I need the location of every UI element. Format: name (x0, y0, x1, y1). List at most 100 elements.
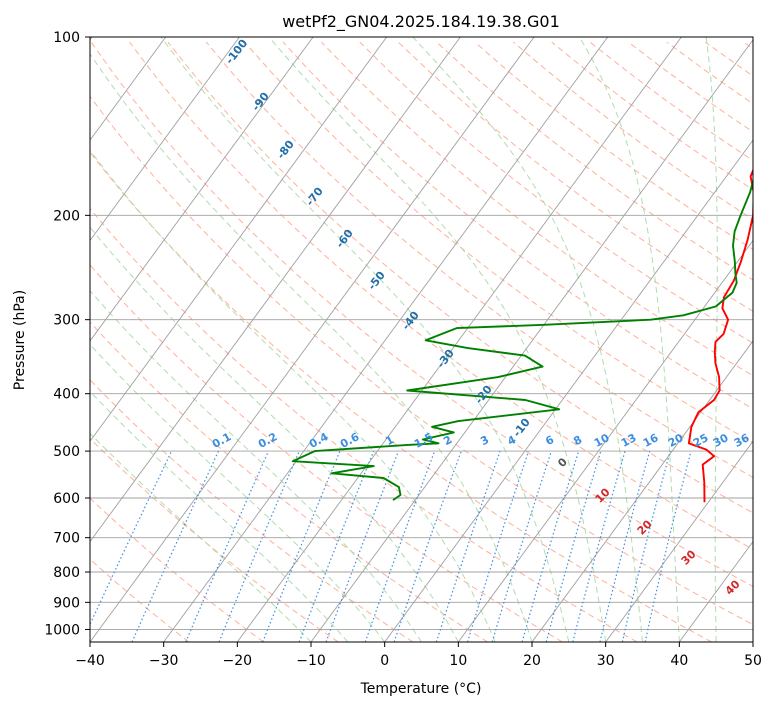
y-tick-label: 1000 (44, 622, 80, 638)
dry-adiabat (321, 41, 753, 377)
dry-adiabat (90, 264, 563, 642)
isotherm-label: -100 (223, 37, 250, 67)
x-tick-label: −20 (223, 653, 253, 669)
y-axis-label: Pressure (hPa) (12, 290, 28, 390)
x-tick-label: 40 (670, 653, 688, 669)
isotherm-line (384, 139, 753, 642)
theta-e-label: 0 (555, 455, 570, 470)
dry-adiabat (167, 41, 753, 514)
moist-adiabat (90, 390, 349, 642)
moist-adiabat (268, 37, 607, 642)
moist-adiabat (705, 37, 718, 642)
y-tick-label: 500 (53, 444, 80, 460)
mixing-ratio-label: 20 (666, 431, 686, 450)
x-tick-label: −40 (75, 653, 105, 669)
dry-adiabat (244, 41, 753, 444)
theta-e-label: 40 (723, 577, 743, 597)
isotherm-line (90, 37, 314, 342)
isotherm-label: -60 (333, 227, 356, 251)
dry-adiabat (90, 41, 753, 587)
mixing-ratio-line (262, 450, 341, 642)
theta-e-label: 30 (679, 547, 699, 567)
y-tick-label: 100 (53, 30, 80, 46)
dry-adiabat (397, 41, 753, 312)
moist-adiabat (90, 226, 459, 642)
mixing-ratio-label: 10 (592, 431, 612, 450)
mixing-ratio-line (185, 450, 270, 642)
moist-adiabat (578, 37, 680, 642)
x-tick-label: −30 (149, 653, 179, 669)
mixing-ratio-line (393, 450, 462, 642)
isotherm-label: -80 (274, 138, 297, 162)
dewpoint-line (291, 177, 753, 501)
moist-adiabat (90, 432, 312, 642)
y-tick-label: 400 (53, 387, 80, 403)
mixing-ratio-label: 0.2 (256, 430, 279, 451)
dry-adiabat (589, 41, 753, 162)
mixing-ratio-label: 13 (619, 431, 639, 450)
mixing-ratio-line (298, 450, 375, 642)
y-tick-label: 700 (53, 531, 80, 547)
isotherm-line (163, 37, 609, 642)
mixing-ratio-line (325, 450, 400, 642)
mixing-ratio-label: 8 (571, 433, 584, 448)
dry-adiabat (359, 41, 753, 344)
moist-adiabat (90, 290, 422, 642)
isotherm-line (531, 340, 753, 642)
mixing-ratio-line (435, 450, 501, 642)
dry-adiabat (90, 379, 414, 642)
chart-title: wetPf2_GN04.2025.184.19.38.G01 (282, 12, 560, 32)
mixing-ratio-line (466, 450, 530, 642)
x-tick-label: 10 (449, 653, 467, 669)
mixing-ratio-label: 36 (732, 431, 752, 450)
isotherm-label: -40 (399, 309, 422, 333)
x-tick-label: 0 (380, 653, 389, 669)
moist-adiabat (160, 37, 570, 642)
isotherm-label: -20 (472, 383, 495, 407)
temperature-line (687, 167, 753, 503)
mixing-ratio-label: 30 (711, 431, 731, 450)
mixing-ratio-line (90, 450, 173, 626)
y-tick-label: 600 (53, 491, 80, 507)
y-tick-label: 300 (53, 313, 80, 329)
mixing-ratio-label: 2 (441, 433, 454, 448)
isotherm-line (90, 37, 167, 141)
x-tick-label: 30 (597, 653, 615, 669)
dry-adiabat (90, 558, 190, 642)
dry-adiabat (90, 151, 712, 642)
mixing-ratio-line (218, 450, 300, 642)
mixing-ratio-label: 25 (691, 431, 711, 450)
mixing-ratio-line (521, 450, 580, 642)
isotherm-line (90, 37, 388, 443)
dry-adiabat (90, 95, 753, 626)
isotherm-line (236, 37, 682, 642)
dry-adiabat (666, 41, 753, 105)
isotherm-line (90, 37, 461, 543)
dry-adiabat (90, 497, 264, 642)
mixing-ratio-line (491, 450, 552, 642)
dry-adiabat (551, 41, 753, 191)
moist-adiabat (90, 149, 496, 642)
isotherm-label: -90 (249, 90, 272, 114)
mixing-ratio-label: 1.5 (412, 430, 435, 451)
moist-adiabat (90, 52, 533, 642)
dry-adiabat (474, 41, 753, 250)
isotherm-line (605, 440, 753, 642)
isotherm-label: -10 (510, 416, 533, 440)
mixing-ratio-label: 0.4 (307, 430, 331, 451)
mixing-ratio-line (364, 450, 436, 642)
isotherm-line (457, 239, 753, 642)
moist-adiabat (90, 343, 386, 642)
plot-frame (89, 36, 754, 643)
mixing-ratio-label: 16 (641, 431, 661, 450)
isotherm-line (752, 641, 753, 642)
y-tick-label: 900 (53, 595, 80, 611)
isotherm-line (678, 540, 753, 642)
y-tick-label: 200 (53, 208, 80, 224)
dry-adiabat (282, 41, 753, 410)
x-tick-label: 20 (523, 653, 541, 669)
x-tick-label: 50 (744, 653, 762, 669)
mixing-ratio-label: 3 (478, 433, 491, 448)
mixing-ratio-line (644, 450, 692, 642)
